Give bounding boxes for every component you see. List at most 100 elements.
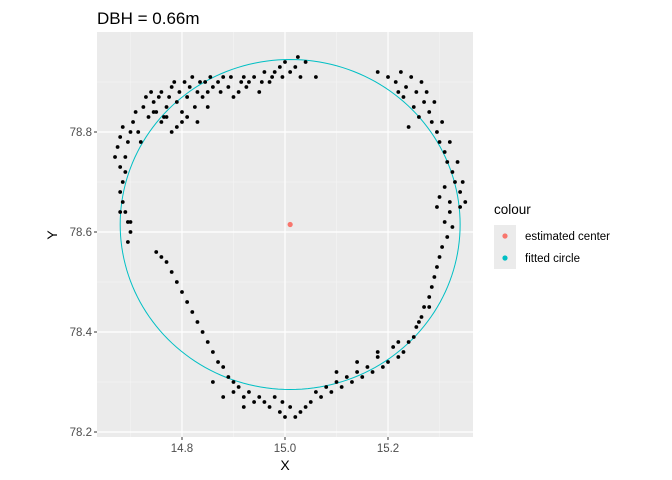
data-point xyxy=(169,130,174,134)
data-point xyxy=(386,360,390,364)
estimated-center-layer xyxy=(287,221,293,228)
data-point xyxy=(167,95,172,99)
data-point xyxy=(417,320,421,324)
data-point xyxy=(113,155,117,159)
data-point xyxy=(339,385,344,389)
data-point xyxy=(303,60,308,64)
data-point xyxy=(293,415,298,419)
data-point xyxy=(244,85,249,89)
data-point xyxy=(156,95,161,99)
data-point xyxy=(182,80,187,84)
data-point xyxy=(411,335,416,339)
y-axis-title: Y xyxy=(44,230,60,240)
data-point xyxy=(120,200,125,204)
data-point xyxy=(450,170,455,174)
data-point xyxy=(442,150,447,154)
data-point xyxy=(144,95,148,99)
data-point xyxy=(450,225,455,229)
y-tick-label: 78.2 xyxy=(70,427,92,439)
data-point xyxy=(417,115,421,119)
data-point xyxy=(283,415,287,419)
data-point xyxy=(455,160,460,164)
data-point xyxy=(447,210,452,214)
data-point xyxy=(324,385,329,389)
data-point xyxy=(298,75,303,79)
data-point xyxy=(298,410,303,414)
data-point xyxy=(146,115,151,119)
data-point xyxy=(133,110,138,114)
data-point xyxy=(280,400,285,404)
data-point xyxy=(190,75,195,79)
data-point xyxy=(435,265,439,269)
data-point xyxy=(344,375,349,379)
data-point xyxy=(283,60,287,64)
data-point xyxy=(216,80,220,84)
data-point xyxy=(185,115,190,119)
data-point xyxy=(180,120,184,124)
legend: colour estimated center fitted circle xyxy=(494,202,610,269)
data-point xyxy=(151,110,156,114)
data-point xyxy=(149,90,153,94)
axes: 14.8 15.0 15.2 78.2 78.4 78.6 78.8 xyxy=(70,127,400,455)
data-point xyxy=(463,200,468,204)
data-point xyxy=(406,340,411,344)
data-point xyxy=(203,80,208,84)
data-point xyxy=(118,165,123,169)
data-point xyxy=(151,100,156,104)
legend-label-estimated-center: estimated center xyxy=(525,231,610,243)
data-point xyxy=(241,395,246,399)
x-tick-label: 15.2 xyxy=(377,443,399,455)
data-point xyxy=(195,90,200,94)
data-point xyxy=(396,355,401,359)
fitted-circle xyxy=(119,58,461,391)
data-point xyxy=(138,140,143,144)
data-point xyxy=(252,75,256,79)
data-point xyxy=(396,90,401,94)
data-point xyxy=(422,100,426,104)
data-point xyxy=(221,365,226,369)
data-point xyxy=(118,210,123,214)
data-point xyxy=(205,90,210,94)
data-point xyxy=(442,220,447,224)
major-gridlines xyxy=(97,32,473,437)
data-point xyxy=(422,305,426,309)
data-point xyxy=(164,105,169,109)
data-point xyxy=(231,380,236,384)
data-point xyxy=(437,255,442,259)
data-point xyxy=(169,85,174,89)
data-point xyxy=(360,375,365,379)
data-points xyxy=(113,55,468,419)
data-point xyxy=(259,80,264,84)
data-point xyxy=(435,130,439,134)
y-tick-label: 78.6 xyxy=(70,227,92,239)
data-point xyxy=(396,340,401,344)
data-point xyxy=(221,75,226,79)
data-point xyxy=(123,170,128,174)
data-point xyxy=(460,180,465,184)
data-point xyxy=(432,100,437,104)
data-point xyxy=(427,295,432,299)
data-point xyxy=(429,285,434,289)
data-point xyxy=(241,405,246,409)
y-tick-label: 78.4 xyxy=(70,327,93,339)
data-point xyxy=(257,90,262,94)
data-point xyxy=(398,70,403,74)
data-point xyxy=(427,305,432,309)
legend-label-fitted-circle: fitted circle xyxy=(525,253,580,265)
data-point xyxy=(257,395,262,399)
data-point xyxy=(442,185,447,189)
data-point xyxy=(174,280,179,284)
x-tick-label: 15.0 xyxy=(274,443,296,455)
data-point xyxy=(391,345,396,349)
data-point xyxy=(355,370,360,374)
data-point xyxy=(205,340,210,344)
data-point xyxy=(200,95,205,99)
data-point xyxy=(401,95,406,99)
data-point xyxy=(210,380,215,384)
data-point xyxy=(123,210,128,214)
data-point xyxy=(174,100,179,104)
x-tick-label: 14.8 xyxy=(171,443,193,455)
data-point xyxy=(458,205,463,209)
data-point xyxy=(427,110,432,114)
data-point xyxy=(210,350,215,354)
